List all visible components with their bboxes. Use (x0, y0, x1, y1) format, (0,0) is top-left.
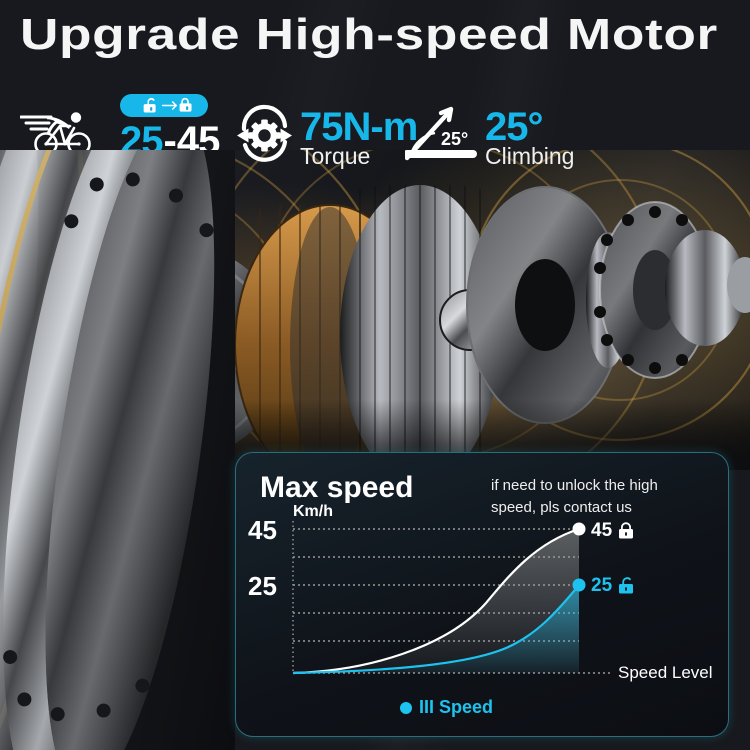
svg-text:III Speed: III Speed (419, 697, 493, 717)
svg-text:25: 25 (248, 571, 277, 601)
svg-text:Speed Level: Speed Level (618, 663, 713, 682)
svg-text:Km/h: Km/h (293, 503, 333, 520)
svg-text:25°: 25° (441, 129, 468, 149)
svg-text:45: 45 (248, 515, 277, 545)
